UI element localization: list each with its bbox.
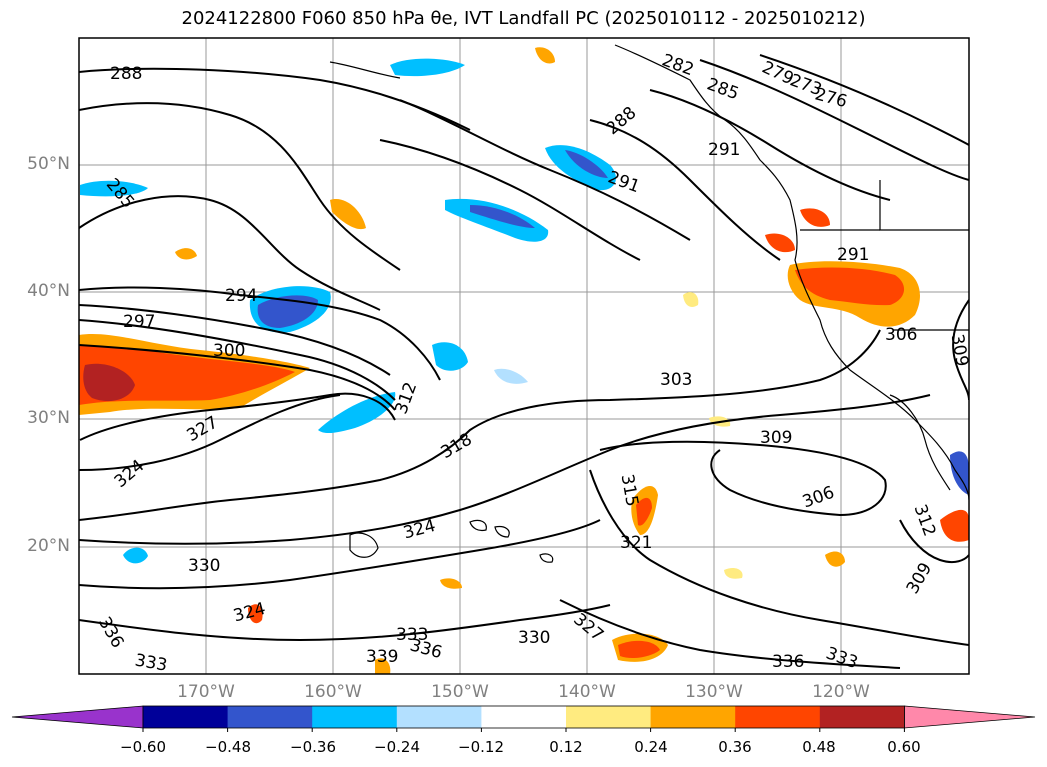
colorbar-tick: 0.12 <box>549 738 583 756</box>
contour-label: 291 <box>837 245 869 265</box>
contour-label: 309 <box>760 428 792 448</box>
colorbar-segment <box>650 706 736 728</box>
lat-label-20n: 20°N <box>27 536 70 556</box>
ivt-shading <box>79 47 969 674</box>
colorbar-segment <box>819 706 905 728</box>
contour-label: 333 <box>396 625 428 645</box>
colorbar-segment <box>312 706 398 728</box>
lat-label-40n: 40°N <box>27 281 70 301</box>
lon-label-130w: 130°W <box>685 682 743 702</box>
colorbar-segment <box>227 706 313 728</box>
contour-label: 288 <box>110 64 142 84</box>
contour-label: 303 <box>660 370 692 390</box>
colorbar-tick: 0.24 <box>634 738 668 756</box>
colorbar-tick: 0.48 <box>802 738 836 756</box>
colorbar-segment <box>566 706 652 728</box>
colorbar-tick: −0.60 <box>120 738 166 756</box>
colorbar-tick: −0.36 <box>290 738 336 756</box>
map-title: 2024122800 F060 850 hPa θe, IVT Landfall… <box>181 8 866 29</box>
colorbar-tick: 0.60 <box>887 738 921 756</box>
theta-e-contours <box>79 54 969 669</box>
colorbar-segment <box>735 706 821 728</box>
contour-label: 297 <box>123 312 155 332</box>
lat-label-50n: 50°N <box>27 154 70 174</box>
colorbar-segment <box>143 706 229 728</box>
contour-label: 330 <box>518 628 550 648</box>
lon-label-150w: 150°W <box>431 682 489 702</box>
colorbar-extend-max <box>904 705 1036 729</box>
colorbar-tick: 0.36 <box>718 738 752 756</box>
contour-label: 306 <box>885 325 917 345</box>
contour-label: 300 <box>213 341 245 361</box>
lon-label-140w: 140°W <box>558 682 616 702</box>
colorbar-segment <box>396 706 482 728</box>
colorbar-tick: −0.48 <box>205 738 251 756</box>
contour-label: 336 <box>772 652 804 672</box>
lat-label-30n: 30°N <box>27 408 70 428</box>
lon-label-170w: 170°W <box>177 682 235 702</box>
coastlines <box>329 44 969 563</box>
contour-label: 291 <box>708 140 740 160</box>
colorbar <box>11 705 1036 732</box>
colorbar-tick: −0.24 <box>374 738 420 756</box>
plot-frame <box>78 37 970 675</box>
contour-label: 321 <box>620 533 652 553</box>
colorbar-segment <box>481 706 567 728</box>
contour-label: 339 <box>366 647 398 667</box>
colorbar-extend-min <box>11 705 144 729</box>
contour-label: 294 <box>225 286 257 306</box>
contour-label: 330 <box>188 556 220 576</box>
colorbar-tick: −0.12 <box>458 738 504 756</box>
lon-label-160w: 160°W <box>304 682 362 702</box>
lon-label-120w: 120°W <box>812 682 870 702</box>
colorbar-frame <box>142 705 905 729</box>
